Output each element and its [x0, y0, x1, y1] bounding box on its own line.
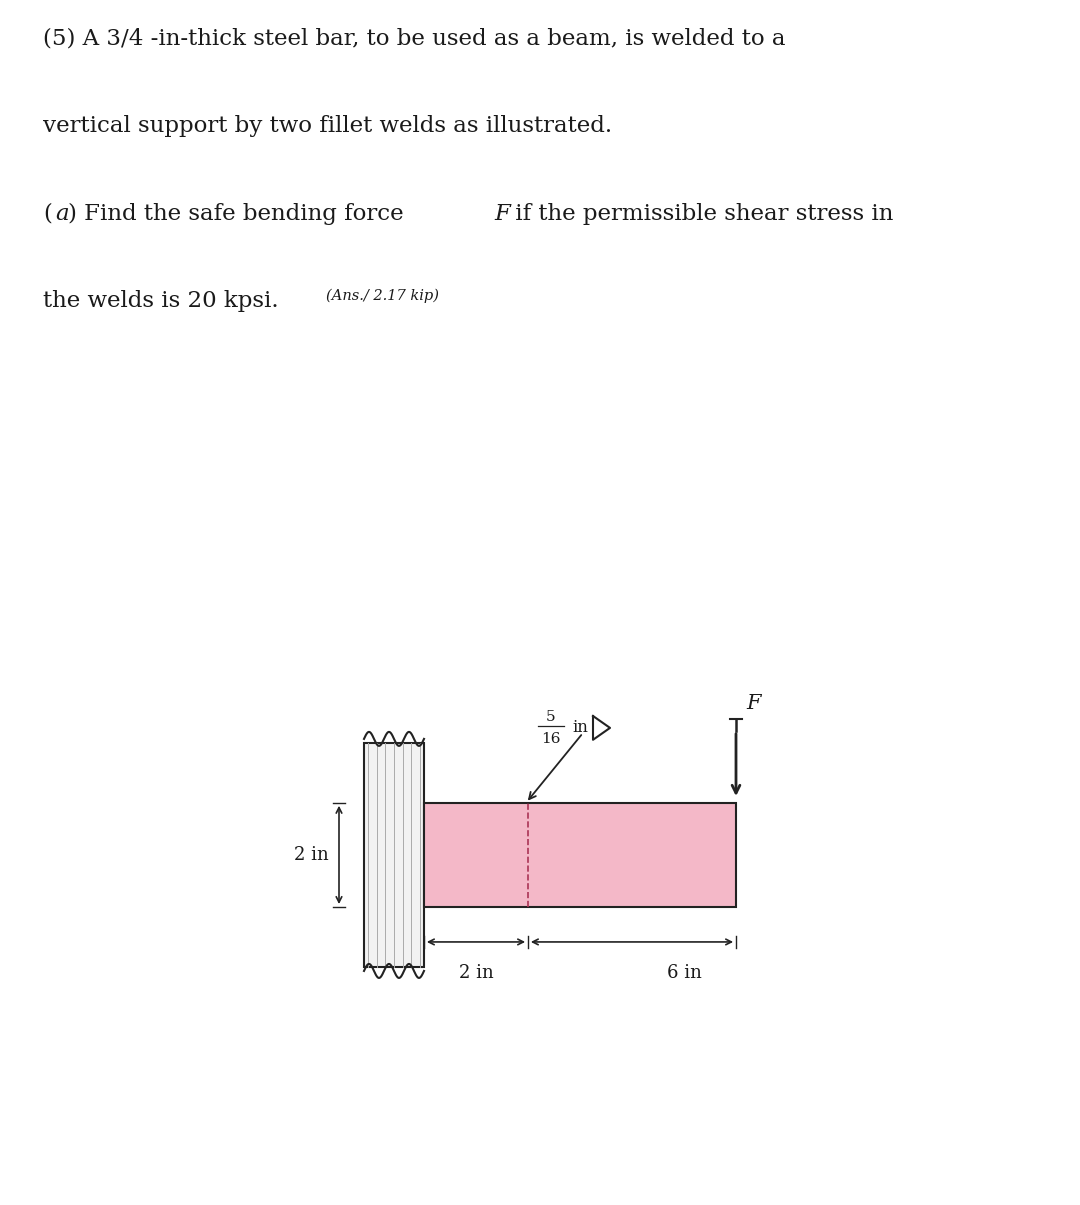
Text: (Ans./ 2.17 kip): (Ans./ 2.17 kip) [326, 288, 440, 302]
Text: F: F [494, 202, 510, 225]
Text: a: a [56, 202, 69, 225]
Bar [424, 803, 735, 907]
Text: 6 in: 6 in [666, 964, 701, 982]
Text: the welds is 20 kpsi.: the welds is 20 kpsi. [43, 290, 279, 312]
Bar [364, 743, 424, 966]
Text: F: F [746, 694, 760, 713]
Text: (: ( [43, 202, 52, 225]
Text: ) Find the safe bending force: ) Find the safe bending force [68, 202, 410, 225]
Text: 5: 5 [546, 710, 556, 724]
Text: (5) A 3/4 -in-thick steel bar, to be used as a beam, is welded to a: (5) A 3/4 -in-thick steel bar, to be use… [43, 28, 786, 49]
Text: 16: 16 [541, 731, 561, 746]
Text: vertical support by two fillet welds as illustrated.: vertical support by two fillet welds as … [43, 116, 612, 137]
Text: in: in [572, 719, 588, 736]
Text: if the permissible shear stress in: if the permissible shear stress in [508, 202, 893, 225]
Text: 2 in: 2 in [459, 964, 494, 982]
Text: 2 in: 2 in [294, 846, 328, 864]
